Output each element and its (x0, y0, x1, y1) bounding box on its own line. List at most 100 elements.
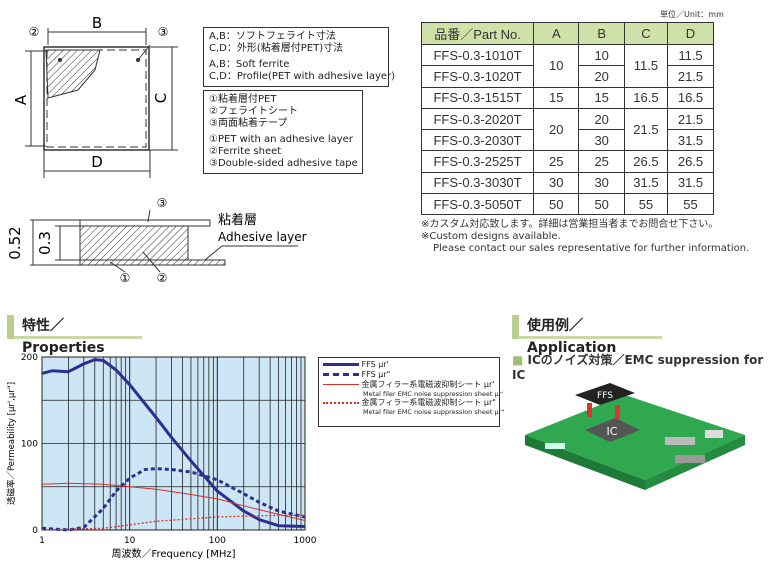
table-cell: 10 (578, 43, 625, 67)
thickness-total: 0.52 (6, 226, 24, 259)
legend-line: ②Ferrite sheet (209, 146, 282, 157)
table-row: FFS-0.3-1010T 10 10 11.5 11.5 (420, 43, 714, 88)
table-cell: 50 (533, 193, 580, 216)
table-cell: 30 (578, 171, 625, 195)
legend-line: ①粘着層付PET (209, 94, 277, 105)
x-axis-label: 周波数／Frequency [MHz] (111, 547, 235, 560)
table-row: FFS-0.3-2030T 30 31.5 (420, 129, 714, 152)
table-cell: 20 (578, 107, 625, 131)
layer-legend: ①粘着層付PET ②フェライトシート ③両面粘着テープ ①PET with an… (203, 90, 363, 174)
table-cell: 31.5 (667, 171, 714, 195)
table-cell: 11.5 (623, 44, 669, 88)
table-cell: 26.5 (667, 150, 714, 173)
cross-section-drawing: 0.52 0.3 粘着層 Adhesive layer ③ ① ② (6, 196, 307, 285)
table-cell: FFS-0.3-3030T (420, 171, 535, 195)
label-d: D (91, 153, 103, 171)
y-tick-label: 100 (21, 440, 38, 450)
header-b: B (578, 22, 625, 45)
ffs-label: FFS (597, 391, 613, 401)
header-d: D (667, 22, 714, 45)
legend-line: C,D：Profile(PET with adhesive layer) (209, 71, 396, 82)
table-cell: 11.5 (667, 43, 714, 67)
legend-line: A,B：ソフトフェライト寸法 (209, 31, 336, 42)
table-cell: 30 (533, 171, 580, 195)
series-line (41, 514, 305, 531)
thickness-ferrite: 0.3 (36, 231, 54, 255)
table-cell: 30 (578, 129, 625, 152)
note-jp: ※カスタム対応致します。詳細は営業担当者までお問合せ下さい。 (421, 219, 719, 230)
legend-entry: FFS μr" (323, 370, 495, 380)
label-c: C (152, 93, 170, 103)
table-cell: 16.5 (623, 86, 669, 109)
table-cell: 16.5 (667, 86, 714, 109)
header-a: A (533, 22, 580, 45)
table-cell: FFS-0.3-2525T (420, 150, 535, 173)
table-cell: 55 (623, 193, 669, 216)
table-header: 品番／Part No. A B C D (420, 22, 714, 45)
label-2: ② (29, 25, 40, 39)
table-cell: 10 (533, 44, 580, 88)
x-tick-label: 100 (209, 536, 226, 546)
table-cell: FFS-0.3-1020T (420, 65, 535, 88)
adhesive-label-en: Adhesive layer (218, 230, 307, 244)
table-cell: FFS-0.3-2030T (420, 129, 535, 152)
note-en-2: Please contact our sales representative … (433, 243, 750, 254)
table-cell: 21.5 (667, 65, 714, 88)
ic-chip (585, 418, 640, 442)
chart-legend: FFS μr' FFS μr" 金属フィラー系電磁波抑制シート μr' Meta… (318, 357, 504, 427)
table-row: FFS-0.3-1020T 20 21.5 (420, 65, 714, 88)
label-b: B (92, 14, 102, 32)
table-cell: 31.5 (623, 171, 669, 195)
label-3: ③ (157, 196, 168, 210)
series-line (41, 482, 306, 521)
application-heading: 使用例／Application (512, 315, 662, 356)
permeability-chart: 1 10 100 1000 0 100 200 周波数／Frequency [MHz] 透磁率／… (6, 353, 317, 560)
table-cell: FFS-0.3-1010T (420, 43, 535, 67)
table-row: FFS-0.3-3030T 30 30 31.5 31.5 (420, 171, 714, 195)
legend-line: C,D：外形(粘着層付PET)寸法 (209, 43, 344, 54)
legend-line: ③Double-sided adhesive tape (209, 158, 358, 169)
legend-entry: FFS μr' (323, 360, 495, 370)
dimension-legend: A,B：ソフトフェライト寸法 C,D：外形(粘着層付PET)寸法 A,B：Sof… (203, 27, 396, 87)
table-cell: FFS-0.3-1515T (420, 86, 535, 109)
series-line (41, 358, 306, 528)
table-cell: 15 (533, 86, 580, 109)
x-tick-label: 1 (39, 536, 45, 546)
unit-label: 単位／Unit：mm (660, 10, 724, 19)
table-cell: 55 (667, 193, 714, 216)
table-cell: 25 (578, 150, 625, 173)
table-cell: 25 (533, 150, 580, 173)
dimension-drawing: B D A C ② ③ (12, 14, 178, 178)
table-cell: FFS-0.3-5050T (420, 193, 535, 216)
table-cell: 15 (578, 86, 625, 109)
table-cell: 21.5 (667, 107, 714, 131)
table-row: FFS-0.3-2020T 20 20 21.5 21.5 (420, 107, 714, 152)
x-tick-label: 1000 (294, 536, 317, 546)
x-tick-label: 10 (124, 536, 136, 546)
legend-line: ①PET with an adhesive layer (209, 134, 353, 145)
legend-line: ③両面粘着テープ (209, 118, 288, 129)
note-en: ※Custom designs available. (421, 231, 561, 242)
table-cell: 21.5 (623, 107, 669, 152)
table-notes: ※カスタム対応致します。詳細は営業担当者までお問合せ下さい。 ※Custom d… (421, 219, 749, 255)
y-tick-label: 0 (32, 526, 38, 536)
table-cell: FFS-0.3-2020T (420, 107, 535, 131)
y-tick-label: 200 (21, 353, 38, 363)
table-cell: 20 (578, 65, 625, 88)
header-part: 品番／Part No. (420, 22, 535, 45)
legend-line: A,B：Soft ferrite (209, 59, 290, 70)
application-subheading: ■ ICのノイズ対策／EMC suppression for IC (512, 353, 764, 382)
y-axis-label: 透磁率／Permeability [μr',μr"] (6, 382, 17, 505)
header-c: C (623, 22, 669, 45)
table-cell: 20 (533, 107, 580, 152)
table-row: FFS-0.3-1515T 15 15 16.5 16.5 (420, 86, 714, 109)
label-1: ① (120, 271, 131, 285)
ic-label: IC (607, 425, 618, 438)
table-row: FFS-0.3-2525T 25 25 26.5 26.5 (420, 150, 714, 173)
pcb-illustration: IC FFS (525, 383, 745, 490)
table-cell: 31.5 (667, 129, 714, 152)
properties-heading: 特性／Properties (7, 315, 142, 356)
legend-entry: 金属フィラー系電磁波抑制シート μr" (323, 398, 496, 408)
legend-entry: 金属フィラー系電磁波抑制シート μr' (323, 380, 495, 390)
label-2: ② (157, 271, 168, 285)
